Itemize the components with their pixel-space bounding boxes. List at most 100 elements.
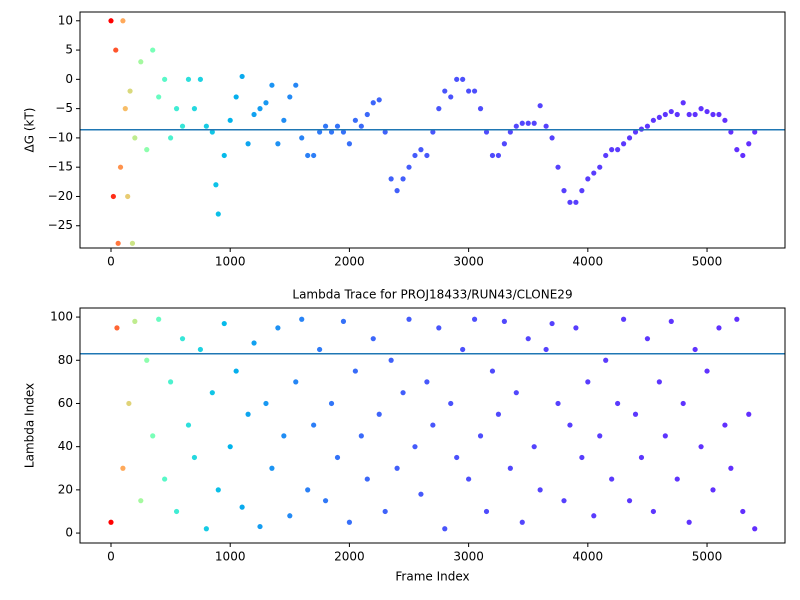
y-tick-label: 40 [58,439,73,453]
point [114,325,120,331]
point [209,129,215,135]
point [448,400,454,407]
point [430,422,436,428]
point [257,523,263,530]
point [406,316,412,322]
point [662,111,668,118]
point [275,325,281,331]
point [144,357,150,363]
point [686,519,692,525]
point [436,106,442,112]
point [305,152,311,159]
x-tick-label: 2000 [334,255,365,269]
point [281,433,287,439]
point [138,498,144,504]
point [752,526,758,532]
x-tick-label: 0 [107,255,115,269]
point [615,147,621,153]
point [692,346,698,353]
y-axis-label: Lambda Index [23,383,37,468]
x-tick-label: 5000 [692,255,723,269]
point [680,100,686,106]
point [227,444,233,450]
point [650,117,656,123]
y-tick-label: −20 [48,189,73,203]
y-tick-label: 60 [58,396,73,410]
point [519,120,525,126]
point [400,390,406,396]
point [573,199,579,205]
point [424,152,430,159]
point [144,147,150,153]
point [680,400,686,407]
x-tick-label: 0 [107,550,115,564]
x-tick-label: 3000 [453,255,484,269]
point [561,498,567,504]
point [477,433,484,439]
point [221,320,227,327]
point [579,188,585,194]
point [489,152,496,159]
point [322,123,329,129]
point [269,465,275,471]
point [364,476,370,482]
y-tick-label: 20 [58,482,73,496]
x-tick-label: 2000 [334,550,365,564]
point [740,152,746,159]
point [615,400,621,407]
point [644,123,651,129]
point [471,316,478,322]
point [370,336,376,342]
point [340,318,347,324]
x-tick-label: 4000 [573,550,604,564]
point [632,411,639,417]
point [418,491,424,497]
point [197,346,204,353]
point [156,316,162,322]
point [299,316,305,322]
point [495,152,502,159]
point [293,82,299,88]
point [740,508,746,515]
point [644,336,651,342]
point [346,141,353,147]
point [722,117,728,123]
point [287,513,293,519]
point [275,141,281,147]
point [603,357,609,363]
point [626,135,633,141]
point [412,152,418,159]
point [251,340,257,346]
point [110,193,116,200]
point [662,433,668,439]
point [370,100,376,106]
point [239,73,245,80]
point [117,164,124,170]
point [466,88,472,94]
point [650,508,656,515]
point [215,211,221,217]
point [340,129,347,135]
x-axis-label: Frame Index [395,570,469,584]
point [460,346,466,353]
point [638,454,645,461]
point [734,147,740,153]
point [609,476,615,482]
point [215,487,221,493]
point [483,129,490,135]
point [531,444,537,450]
point [656,379,662,385]
point [299,135,305,141]
axes-frame [79,307,786,544]
point [483,508,490,515]
point [698,106,704,112]
point [442,526,448,532]
point [263,400,269,407]
point [549,135,555,141]
point [167,379,174,385]
point [704,108,710,115]
point [561,188,567,194]
point [122,106,128,112]
point [698,444,704,450]
point [150,47,156,53]
